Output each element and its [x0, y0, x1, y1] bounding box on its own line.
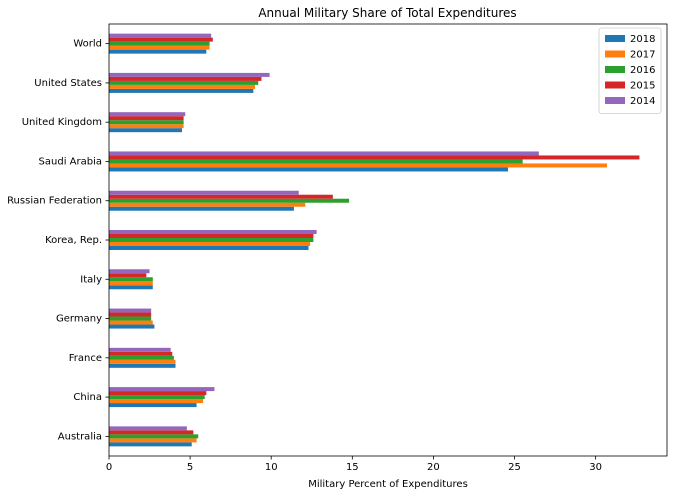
- bar-korea-rep-2018: [109, 246, 309, 250]
- bar-united-kingdom-2014: [109, 112, 186, 117]
- x-tick-label: 25: [508, 462, 521, 473]
- bar-saudi-arabia-2018: [109, 167, 509, 172]
- bar-saudi-arabia-2016: [109, 159, 523, 164]
- y-tick-label-russian-federation: Russian Federation: [7, 196, 102, 207]
- y-tick-label-saudi-arabia: Saudi Arabia: [39, 156, 102, 167]
- bar-china-2018: [109, 403, 197, 408]
- bar-united-states-2016: [109, 80, 259, 85]
- bar-united-states-2017: [109, 84, 255, 89]
- y-tick-label-world: World: [73, 39, 102, 50]
- bar-world-2018: [109, 49, 207, 54]
- bar-germany-2018: [109, 324, 155, 329]
- bar-france-2014: [109, 347, 171, 352]
- bar-italy-2017: [109, 281, 153, 286]
- legend-swatch-2015: [605, 81, 625, 89]
- bar-australia-2014: [109, 426, 187, 431]
- bar-italy-2015: [109, 273, 147, 278]
- legend-frame: [598, 27, 662, 114]
- legend-label-2015: 2015: [630, 81, 655, 92]
- legend-swatch-2014: [605, 97, 625, 104]
- y-tick-label-korea-rep: Korea, Rep.: [45, 235, 102, 246]
- legend-swatch-2018: [605, 35, 625, 42]
- bar-france-2018: [109, 363, 176, 368]
- y-tick-label-italy: Italy: [80, 274, 102, 285]
- bar-china-2016: [109, 395, 205, 400]
- bar-united-states-2014: [109, 72, 270, 77]
- bar-italy-2016: [109, 277, 153, 282]
- bar-australia-2017: [109, 438, 197, 443]
- x-tick-label: 10: [265, 462, 278, 473]
- x-axis: 0 5 10 15 20 25 30: [106, 456, 602, 473]
- y-tick-label-australia: Australia: [58, 431, 102, 442]
- bar-world-2016: [109, 41, 210, 46]
- bar-russian-federation-2017: [109, 202, 306, 207]
- bar-russian-federation-2018: [109, 206, 294, 211]
- bar-united-states-2018: [109, 88, 254, 93]
- bar-russian-federation-2015: [109, 194, 333, 199]
- y-tick-label-united-states: United States: [34, 78, 102, 89]
- x-tick-label: 15: [346, 462, 359, 473]
- bar-china-2014: [109, 387, 215, 392]
- plot-frame: [108, 23, 668, 457]
- x-tick-label: 5: [187, 462, 193, 473]
- bar-saudi-arabia-2015: [109, 155, 640, 160]
- legend-label-2014: 2014: [630, 96, 655, 107]
- legend-label-2017: 2017: [630, 50, 655, 61]
- bar-china-2015: [109, 391, 207, 396]
- x-tick-label: 30: [589, 462, 602, 473]
- bar-italy-2018: [109, 285, 153, 290]
- y-axis: Australia China France Germany Italy Korea, R…: [7, 39, 109, 442]
- bars-layer: [109, 33, 640, 447]
- bar-united-kingdom-2016: [109, 120, 184, 125]
- bar-world-2017: [109, 45, 210, 50]
- bar-korea-rep-2015: [109, 234, 314, 238]
- y-tick-label-united-kingdom: United Kingdom: [22, 117, 102, 128]
- bar-russian-federation-2014: [109, 190, 299, 195]
- bar-korea-rep-2014: [109, 230, 317, 234]
- bar-italy-2014: [109, 269, 150, 274]
- bar-united-states-2015: [109, 76, 262, 81]
- y-tick-label-china: China: [73, 392, 102, 403]
- bar-germany-2014: [109, 308, 152, 313]
- bar-australia-2016: [109, 434, 199, 439]
- legend-swatch-2017: [605, 50, 625, 58]
- bar-russian-federation-2016: [109, 198, 350, 203]
- bar-china-2017: [109, 399, 204, 404]
- x-tick-label: 20: [427, 462, 440, 473]
- bar-united-kingdom-2018: [109, 128, 182, 133]
- bar-germany-2017: [109, 320, 153, 325]
- bar-australia-2018: [109, 442, 192, 447]
- bar-germany-2015: [109, 312, 152, 317]
- bar-france-2017: [109, 359, 176, 364]
- bar-saudi-arabia-2017: [109, 163, 607, 168]
- bar-korea-rep-2017: [109, 242, 311, 246]
- bar-australia-2015: [109, 430, 194, 435]
- bar-korea-rep-2016: [109, 238, 314, 242]
- y-tick-label-germany: Germany: [56, 314, 102, 325]
- bar-germany-2016: [109, 316, 152, 321]
- legend: 2018 2017 2016 2015 2014: [598, 27, 662, 114]
- bar-united-kingdom-2017: [109, 124, 184, 129]
- legend-swatch-2016: [605, 66, 625, 73]
- y-tick-label-france: France: [69, 353, 102, 364]
- x-axis-title: Military Percent of Expenditures: [308, 479, 468, 490]
- bar-france-2016: [109, 355, 174, 360]
- chart-title: Annual Military Share of Total Expenditu…: [258, 6, 516, 20]
- legend-label-2018: 2018: [630, 34, 655, 45]
- bar-france-2015: [109, 351, 173, 356]
- bar-united-kingdom-2015: [109, 116, 184, 121]
- bar-world-2014: [109, 33, 212, 38]
- x-tick-label: 0: [106, 462, 112, 473]
- bar-saudi-arabia-2014: [109, 151, 539, 156]
- legend-label-2016: 2016: [630, 65, 655, 76]
- bar-world-2015: [109, 37, 213, 42]
